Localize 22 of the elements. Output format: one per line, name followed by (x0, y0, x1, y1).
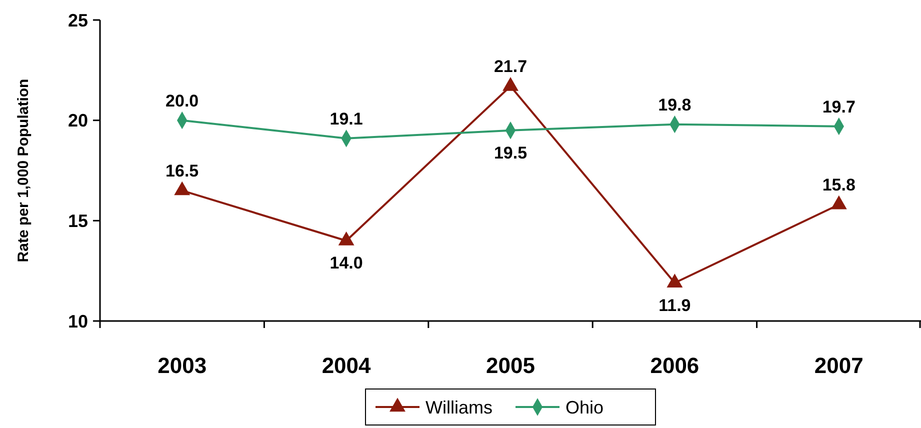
data-label: 16.5 (166, 162, 199, 181)
data-label: 14.0 (330, 254, 363, 273)
legend-label: Ohio (566, 397, 604, 418)
legend-label: Williams (426, 397, 492, 418)
data-label: 19.5 (494, 143, 528, 162)
x-tick-label: 2006 (650, 353, 700, 378)
y-tick-label: 10 (68, 311, 88, 332)
y-tick-label: 15 (68, 210, 88, 231)
data-label: 20.0 (166, 91, 199, 110)
data-label: 19.1 (330, 109, 363, 128)
y-axis-title: Rate per 1,000 Population (15, 78, 32, 262)
x-tick-label: 2007 (814, 353, 864, 378)
data-label: 19.7 (822, 97, 856, 116)
y-tick-label: 20 (68, 110, 88, 131)
data-label: 19.8 (658, 95, 692, 114)
x-tick-label: 2004 (322, 353, 372, 378)
data-label: 15.8 (822, 176, 856, 195)
x-tick-label: 2005 (486, 353, 535, 378)
x-tick-label: 2003 (158, 353, 207, 378)
y-tick-label: 25 (68, 10, 88, 30)
data-label: 11.9 (658, 296, 691, 315)
data-label: 21.7 (494, 57, 528, 76)
